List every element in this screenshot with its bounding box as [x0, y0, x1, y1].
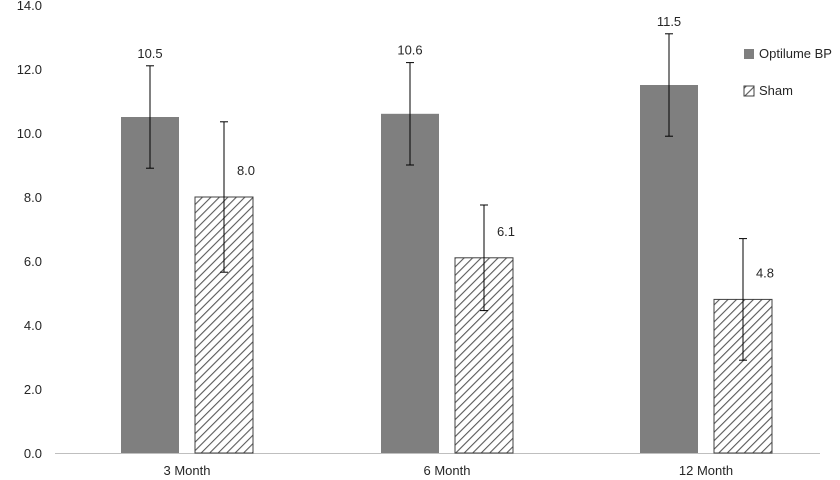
- x-axis: 3 Month 6 Month 12 Month: [55, 453, 820, 478]
- legend: Optilume BP Sham: [743, 46, 832, 98]
- legend-swatch: [744, 49, 754, 59]
- bar-optilume: [640, 85, 698, 453]
- legend-label: Optilume BP: [759, 46, 832, 61]
- data-label: 4.8: [756, 265, 774, 280]
- error-bars: [146, 33, 747, 361]
- x-tick-label: 6 Month: [424, 463, 471, 478]
- data-label: 8.0: [237, 163, 255, 178]
- data-label: 10.6: [397, 43, 422, 58]
- data-labels: 10.5 10.6 11.5 8.0 6.1 4.8: [137, 14, 774, 281]
- data-label: 6.1: [497, 224, 515, 239]
- y-tick-label: 12.0: [17, 62, 42, 77]
- data-label: 10.5: [137, 46, 162, 61]
- y-tick-label: 6.0: [24, 254, 42, 269]
- legend-swatch: [743, 85, 755, 97]
- y-tick-label: 2.0: [24, 382, 42, 397]
- bar-optilume: [381, 113, 439, 454]
- y-axis: 0.0 2.0 4.0 6.0 8.0 10.0 12.0 14.0: [17, 0, 42, 461]
- y-tick-label: 8.0: [24, 190, 42, 205]
- x-tick-label: 12 Month: [679, 463, 733, 478]
- y-tick-label: 0.0: [24, 446, 42, 461]
- bars: [121, 85, 773, 454]
- y-tick-label: 4.0: [24, 318, 42, 333]
- x-tick-label: 3 Month: [164, 463, 211, 478]
- y-tick-label: 10.0: [17, 126, 42, 141]
- y-tick-label: 14.0: [17, 0, 42, 13]
- bar-optilume: [121, 117, 179, 453]
- legend-label: Sham: [759, 83, 793, 98]
- data-label: 11.5: [657, 14, 681, 29]
